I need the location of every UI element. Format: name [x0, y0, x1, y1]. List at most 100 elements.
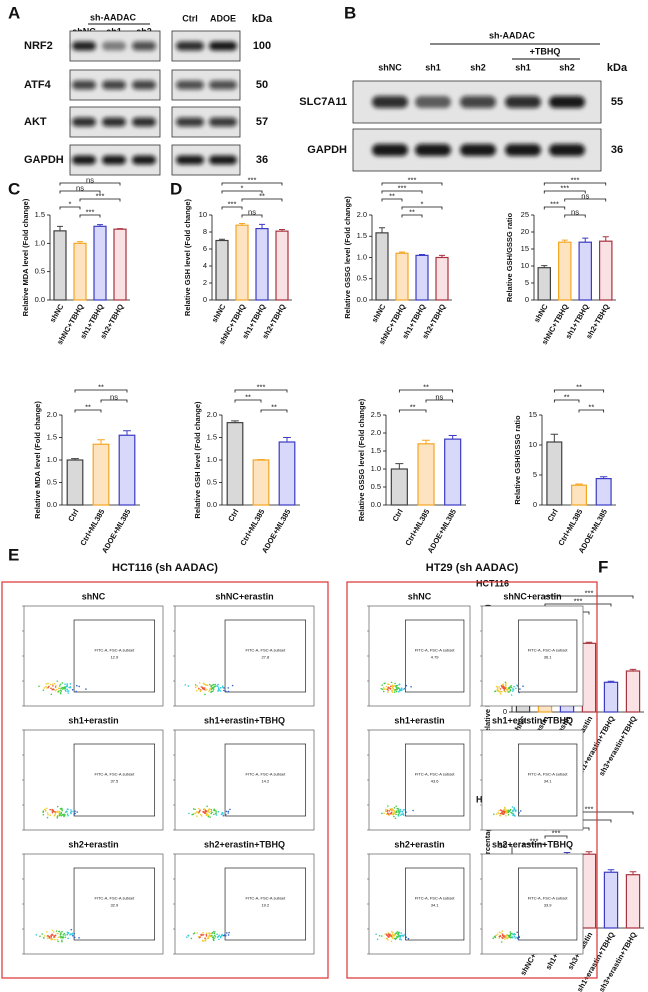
event-dot — [203, 688, 206, 691]
error-bar — [259, 223, 265, 229]
event-dot — [39, 935, 41, 938]
event-dot — [506, 689, 509, 692]
event-dot — [499, 688, 502, 690]
plot-title: sh1+erastin+TBHQ — [204, 715, 285, 725]
event-dot — [220, 813, 223, 816]
event-dot — [383, 682, 386, 685]
event-dot — [501, 811, 503, 814]
event-dot — [208, 690, 210, 692]
event-dot — [45, 931, 48, 933]
bar — [215, 239, 229, 301]
bar — [66, 459, 84, 506]
event-dot — [71, 933, 73, 936]
sig-label: *** — [552, 828, 561, 837]
panel-label: C — [8, 179, 20, 198]
event-dot — [502, 937, 504, 940]
bar — [226, 422, 244, 506]
event-dot — [397, 815, 400, 817]
gate — [224, 619, 307, 693]
event-dot — [67, 814, 69, 817]
sig-bracket — [564, 198, 607, 202]
event-dot — [60, 936, 62, 939]
error-bar — [561, 239, 568, 243]
event-dot — [513, 685, 515, 688]
sig-label: ** — [259, 191, 265, 200]
event-dot — [387, 813, 390, 815]
sig-bracket — [544, 603, 612, 607]
event-dot — [42, 689, 45, 691]
event-dot — [188, 812, 190, 815]
event-dot — [59, 813, 61, 815]
event-dot — [47, 934, 49, 937]
event-dot — [399, 689, 402, 691]
blot-band — [176, 117, 204, 127]
plot-title: sh1+erastin — [68, 715, 118, 725]
event-dot — [405, 684, 408, 687]
event-dot — [217, 811, 220, 813]
event-dot — [207, 810, 209, 812]
event-dot — [58, 814, 61, 817]
event-dot — [69, 683, 72, 685]
x-tick-label: Ctrl — [226, 507, 240, 523]
event-dot — [205, 933, 208, 936]
event-dot — [65, 810, 68, 812]
event-dot — [390, 812, 392, 815]
event-dot — [75, 690, 78, 693]
event-dot — [395, 810, 398, 813]
event-dot — [44, 810, 47, 812]
y-tick-label: 1.5 — [371, 446, 381, 455]
x-tick-label: Ctrl+ML385 — [556, 507, 584, 547]
event-dot — [499, 935, 501, 937]
error-bar — [629, 668, 637, 671]
event-dot — [508, 690, 511, 693]
sig-label: ** — [409, 207, 415, 216]
bar — [118, 434, 136, 506]
event-dot — [398, 809, 401, 811]
event-dot — [213, 813, 215, 816]
sig-label: ns — [76, 183, 84, 192]
event-dot — [213, 932, 216, 935]
sig-label: *** — [571, 175, 580, 184]
gate-label: FITC-A, FSC-A subset — [94, 771, 135, 776]
event-dot — [400, 687, 403, 689]
sig-bracket — [522, 843, 546, 847]
event-dot — [513, 808, 516, 811]
event-dot — [399, 937, 401, 939]
event-dot — [59, 933, 62, 936]
y-tick-label: 1.5 — [207, 432, 217, 441]
blot-band — [102, 155, 126, 165]
bar — [581, 642, 597, 713]
event-dot — [59, 683, 62, 686]
kda-label: 36 — [611, 144, 623, 156]
event-dot — [54, 812, 57, 815]
panel-label: E — [8, 545, 19, 564]
sig-label: ** — [271, 402, 277, 411]
sig-label: *** — [574, 596, 583, 605]
x-tick-label: Ctrl+ML385 — [238, 507, 266, 547]
event-dot — [70, 928, 73, 931]
event-dot — [46, 687, 48, 689]
sig-label: ns — [86, 175, 94, 184]
bar — [375, 232, 389, 301]
event-dot — [412, 809, 414, 812]
event-dot — [63, 687, 66, 690]
event-dot — [498, 809, 500, 812]
sig-bracket — [564, 214, 586, 218]
event-dot — [509, 931, 512, 933]
error-bar — [219, 238, 225, 241]
event-dot — [385, 808, 387, 811]
blot-band — [549, 96, 585, 108]
gate — [405, 867, 465, 941]
event-dot — [501, 934, 504, 937]
error-bar — [629, 871, 637, 875]
event-dot — [48, 685, 50, 688]
sig-label: ns — [248, 207, 256, 216]
event-dot — [49, 814, 51, 816]
event-dot — [402, 809, 405, 811]
event-dot — [74, 812, 76, 815]
event-dot — [504, 938, 506, 940]
event-dot — [227, 812, 230, 814]
event-dot — [516, 931, 519, 934]
event-dot — [59, 935, 62, 938]
blot-band — [102, 117, 126, 127]
